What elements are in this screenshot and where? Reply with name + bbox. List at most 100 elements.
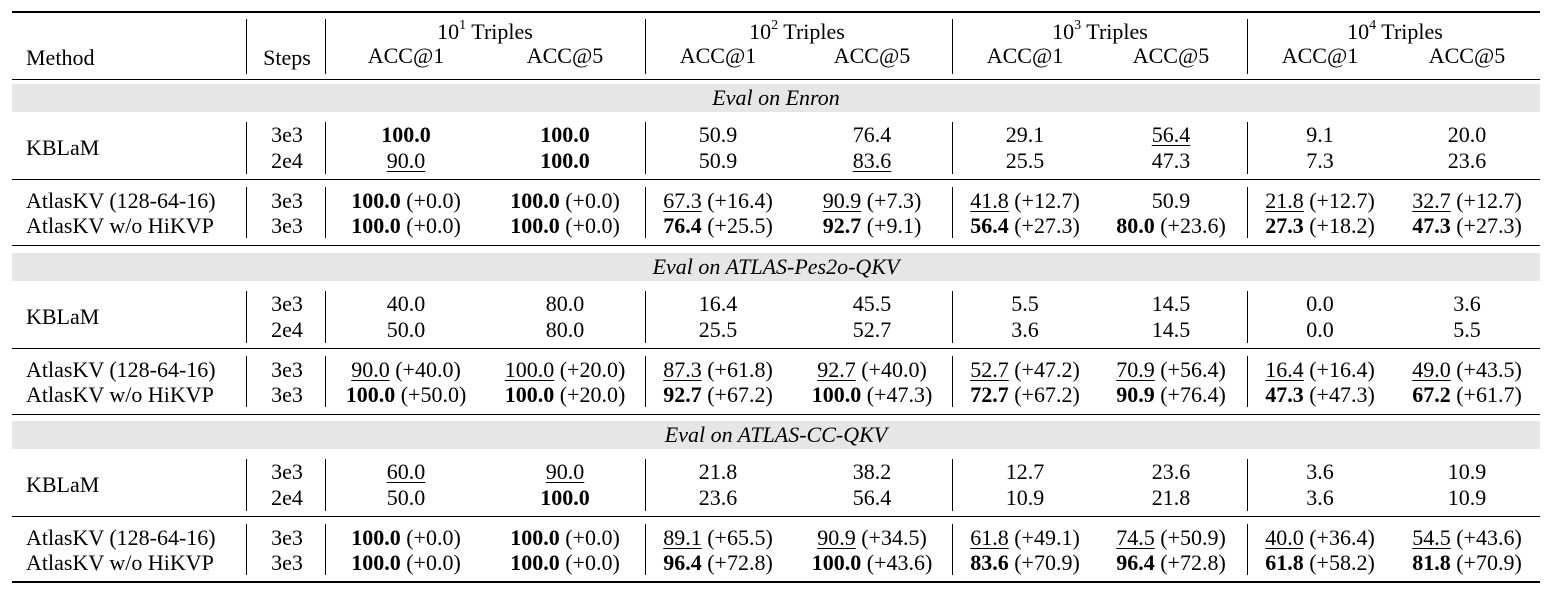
column-divider [952, 356, 953, 407]
score-cell: 47.3 (+27.3) [1412, 215, 1522, 237]
score-cell: 100.0 (+0.0) [510, 215, 620, 237]
score-value: 76.4 [852, 122, 892, 147]
section-divider-rule [12, 516, 1540, 517]
column-divider [1247, 122, 1248, 174]
metric-header: ACC@1 [367, 43, 445, 68]
column-divider [645, 187, 646, 238]
score-cell: 21.8 [699, 461, 738, 483]
score-delta: (+40.0) [855, 357, 927, 382]
score-value: 100.0 [510, 213, 560, 238]
steps-value: 2e4 [271, 148, 303, 173]
score-value: 92.7 [822, 213, 862, 238]
method-name: AtlasKV w/o HiKVP [26, 213, 214, 238]
score-value: 16.4 [1265, 357, 1304, 382]
score-cell: 90.0 (+40.0) [351, 359, 461, 381]
column-divider [952, 524, 953, 575]
score-cell: 83.6 [853, 150, 892, 172]
group-header: 103 Triples [1052, 18, 1148, 43]
score-cell: 47.3 (+47.3) [1265, 384, 1375, 406]
score-delta: (+47.3) [1303, 382, 1375, 407]
score-value: 50.9 [698, 148, 738, 173]
score-value: 32.7 [1412, 188, 1451, 213]
score-cell: 90.9 (+76.4) [1116, 384, 1226, 406]
score-delta: (+43.5) [1450, 357, 1522, 382]
score-value: 96.4 [1116, 550, 1155, 575]
score-cell: 92.7 (+40.0) [817, 359, 927, 381]
score-cell: 96.4 (+72.8) [1116, 552, 1226, 574]
top-rule [12, 11, 1540, 13]
score-value: 100.0 [351, 525, 401, 550]
steps-value: 3e3 [271, 357, 303, 382]
score-cell: 83.6 (+70.9) [970, 552, 1080, 574]
score-delta: (+0.0) [559, 525, 620, 550]
header-rule [12, 79, 1540, 80]
score-value: 52.7 [970, 357, 1009, 382]
score-value: 50.9 [1151, 188, 1191, 213]
column-divider [645, 356, 646, 407]
score-cell: 60.0 [387, 461, 426, 483]
column-divider [325, 187, 326, 238]
score-value: 67.2 [1412, 382, 1451, 407]
score-cell: 90.0 [546, 461, 585, 483]
score-value: 90.9 [1116, 382, 1155, 407]
score-cell: 0.0 [1306, 293, 1334, 315]
score-cell: 56.4 [1152, 124, 1191, 146]
score-cell: 100.0 (+0.0) [351, 215, 461, 237]
score-value: 50.9 [698, 122, 738, 147]
score-value: 67.3 [663, 188, 702, 213]
score-delta: (+23.6) [1154, 213, 1226, 238]
steps-value: 3e3 [271, 382, 303, 407]
score-value: 89.1 [663, 525, 702, 550]
score-cell: 16.4 (+16.4) [1265, 359, 1375, 381]
score-cell: 21.8 [1152, 487, 1191, 509]
score-cell: 23.6 [1152, 461, 1191, 483]
score-cell: 3.6 [1011, 319, 1039, 341]
score-value: 100.0 [504, 357, 555, 382]
score-value: 12.7 [1005, 459, 1045, 484]
score-value: 83.6 [970, 550, 1009, 575]
score-value: 80.0 [545, 291, 585, 316]
score-cell: 100.0 (+43.6) [812, 552, 933, 574]
score-cell: 50.9 [699, 124, 738, 146]
score-value: 50.0 [386, 485, 426, 510]
score-value: 80.0 [1116, 213, 1155, 238]
score-value: 5.5 [1011, 291, 1039, 316]
score-value: 100.0 [540, 122, 590, 147]
score-delta: (+16.4) [1303, 357, 1375, 382]
metric-header: ACC@5 [1428, 43, 1506, 68]
score-value: 38.2 [852, 459, 892, 484]
score-cell: 47.3 [1152, 150, 1191, 172]
score-delta: (+72.8) [701, 550, 773, 575]
score-value: 96.4 [663, 550, 702, 575]
column-divider [952, 122, 953, 174]
score-value: 9.1 [1306, 122, 1334, 147]
column-divider [325, 19, 326, 74]
score-delta: (+0.0) [559, 188, 620, 213]
score-cell: 23.6 [1448, 150, 1487, 172]
score-cell: 96.4 (+72.8) [663, 552, 773, 574]
score-delta: (+12.7) [1450, 188, 1522, 213]
score-cell: 100.0 (+47.3) [812, 384, 933, 406]
score-cell: 54.5 (+43.6) [1412, 527, 1522, 549]
score-cell: 72.7 (+67.2) [970, 384, 1080, 406]
score-delta: (+34.5) [855, 525, 927, 550]
score-delta: (+7.3) [861, 188, 922, 213]
score-delta: (+49.1) [1008, 525, 1080, 550]
group-header: 101 Triples [437, 18, 533, 43]
score-value: 100.0 [351, 550, 401, 575]
section-band [12, 253, 1540, 281]
column-divider [246, 291, 247, 343]
score-delta: (+27.3) [1450, 213, 1522, 238]
score-value: 56.4 [970, 213, 1009, 238]
score-delta: (+43.6) [861, 550, 933, 575]
score-value: 10.9 [1447, 459, 1487, 484]
score-value: 21.8 [1265, 188, 1304, 213]
score-cell: 50.0 [387, 319, 426, 341]
score-cell: 100.0 (+20.0) [505, 359, 626, 381]
steps-value: 3e3 [271, 188, 303, 213]
score-value: 25.5 [698, 317, 738, 342]
score-value: 23.6 [1151, 459, 1191, 484]
score-delta: (+50.0) [395, 382, 467, 407]
score-cell: 92.7 (+9.1) [823, 215, 922, 237]
steps-header: Steps [263, 45, 311, 70]
